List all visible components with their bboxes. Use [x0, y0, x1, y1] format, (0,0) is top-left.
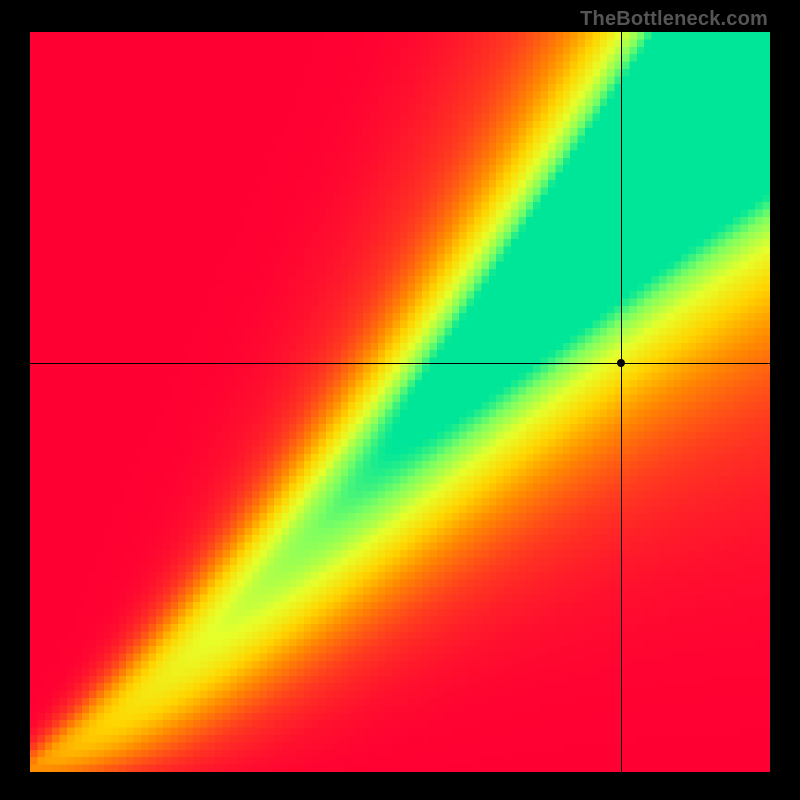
- crosshair-horizontal-line: [30, 363, 770, 364]
- heatmap-plot-area: [30, 32, 770, 772]
- crosshair-marker-dot: [617, 359, 625, 367]
- chart-container: TheBottleneck.com: [0, 0, 800, 800]
- bottleneck-heatmap: [30, 32, 770, 772]
- watermark-text: TheBottleneck.com: [580, 8, 768, 31]
- crosshair-vertical-line: [621, 32, 622, 772]
